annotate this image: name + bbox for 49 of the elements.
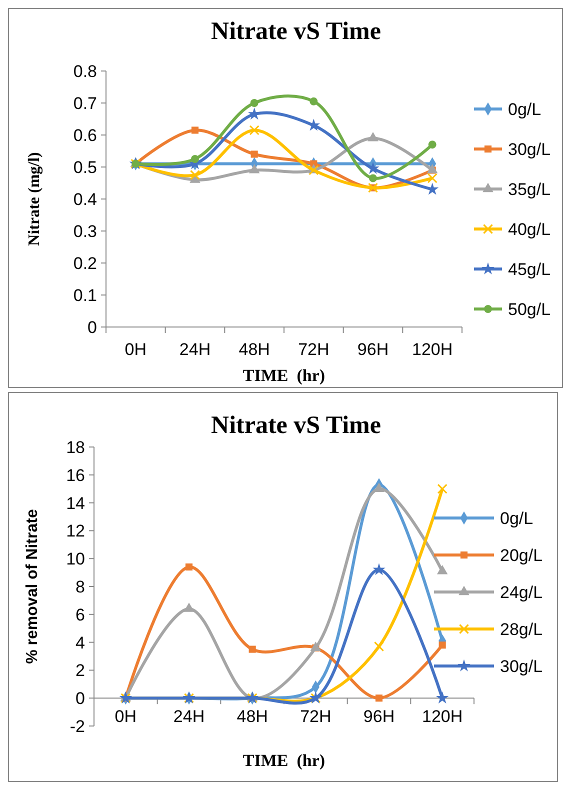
y-tick-label: 0.1 [73,286,97,305]
x-tick-label: 96H [357,340,389,359]
legend-label: 0g/L [508,100,542,119]
y-tick-label: 0.7 [73,94,97,113]
y-tick-label: 14 [66,494,85,513]
x-tick-label: 48H [238,340,270,359]
legend-label: 28g/L [500,620,543,639]
x-tick-label: 48H [236,707,268,726]
y-tick-label: 4 [76,633,85,652]
x-tick-label: 24H [179,340,211,359]
chart-title: Nitrate vS Time [211,412,381,439]
legend-label: 30g/L [500,656,543,676]
x-tick-label: 0H [114,707,137,726]
x-tick-label: 120H [422,707,463,726]
x-axis-title: TIME (hr) [242,751,326,770]
x-tick-label: 72H [300,707,332,726]
y-tick-label: 18 [66,438,85,457]
x-tick-label: 0H [124,340,147,359]
y-tick-label: 0.4 [73,190,97,209]
y-tick-label: 0.3 [73,222,97,241]
y-tick-label: 0 [76,689,85,708]
y-axis-title: Nitrate (mg/l) [26,152,43,246]
y-tick-label: 0.5 [73,158,97,177]
y-tick-label: 0 [88,318,97,337]
legend-label: 40g/L [508,220,551,239]
legend-label: 35g/L [508,180,551,199]
legend-label: 50g/L [508,300,551,319]
x-tick-label: 96H [363,707,395,726]
x-tick-label: 72H [298,340,330,359]
x-tick-label: 24H [173,707,205,726]
y-tick-label: 0.8 [73,62,97,81]
y-tick-label: 2 [76,661,85,680]
chart-title: Nitrate vS Time [211,18,381,45]
legend-label: 45g/L [508,260,551,279]
y-tick-label: 6 [76,605,85,624]
y-axis-title: % removal of Nitrate [24,509,41,664]
y-tick-label: 12 [66,522,85,541]
y-tick-label: 16 [66,466,85,485]
y-tick-label: -2 [70,716,85,736]
y-tick-label: 0.6 [73,126,97,145]
legend-label: 20g/L [500,546,543,565]
legend-label: 0g/L [500,508,534,528]
y-tick-label: 8 [76,577,85,596]
y-tick-label: 10 [66,550,85,569]
legend-label: 24g/L [500,582,543,602]
y-tick-label: 0.2 [73,254,97,273]
x-axis-title: TIME (hr) [242,366,326,385]
x-tick-label: 120H [412,340,453,359]
legend-label: 30g/L [508,140,551,159]
